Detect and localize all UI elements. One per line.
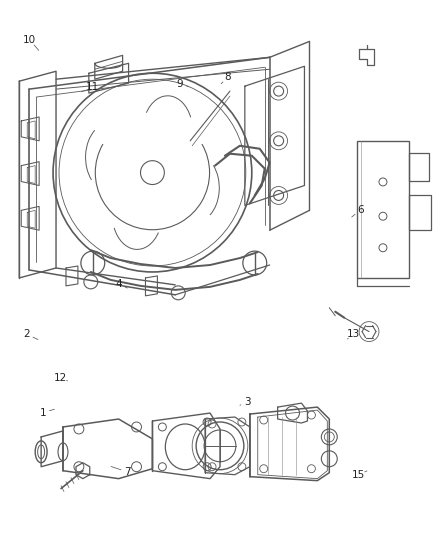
Text: 13: 13	[347, 329, 360, 340]
Bar	[357, 141, 409, 278]
Text: 11: 11	[86, 83, 99, 93]
Text: 2: 2	[23, 329, 30, 340]
Text: 9: 9	[177, 79, 183, 90]
Text: 6: 6	[357, 205, 364, 215]
Text: 7: 7	[124, 467, 131, 477]
Text: 12: 12	[53, 373, 67, 383]
Text: 3: 3	[244, 397, 251, 407]
Text: 10: 10	[23, 35, 36, 45]
Text: 4: 4	[116, 279, 122, 289]
Text: 15: 15	[352, 470, 365, 480]
Text: 1: 1	[39, 408, 46, 418]
Text: 8: 8	[224, 72, 231, 82]
